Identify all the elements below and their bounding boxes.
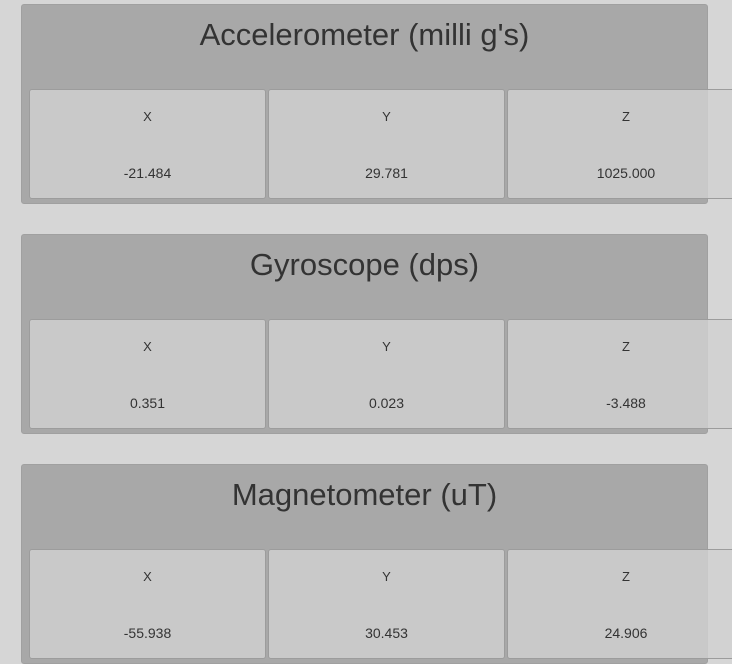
magnetometer-z-cell: Z 24.906 <box>507 549 732 659</box>
axis-value: 0.351 <box>129 395 166 411</box>
axis-value: -55.938 <box>123 625 172 641</box>
axis-label: Y <box>382 569 391 584</box>
axis-label: X <box>143 569 152 584</box>
axis-label: X <box>143 339 152 354</box>
axis-label: Y <box>382 109 391 124</box>
accelerometer-z-cell: Z 1025.000 <box>507 89 732 199</box>
axis-value: 29.781 <box>365 165 408 181</box>
accelerometer-readings: X -21.484 Y 29.781 Z 1025.000 <box>29 89 732 199</box>
axis-label: Z <box>622 109 630 124</box>
axis-value: 30.453 <box>365 625 408 641</box>
magnetometer-y-cell: Y 30.453 <box>268 549 505 659</box>
axis-value: 0.023 <box>368 395 405 411</box>
axis-label: X <box>143 109 152 124</box>
panel-title: Gyroscope (dps) <box>249 247 480 282</box>
accelerometer-y-cell: Y 29.781 <box>268 89 505 199</box>
axis-label: Z <box>622 339 630 354</box>
panel-title: Accelerometer (milli g's) <box>199 17 530 52</box>
axis-value: -21.484 <box>123 165 172 181</box>
axis-label: Y <box>382 339 391 354</box>
axis-value: 1025.000 <box>596 165 656 181</box>
gyroscope-z-cell: Z -3.488 <box>507 319 732 429</box>
gyroscope-panel: Gyroscope (dps) X 0.351 Y 0.023 Z -3.488 <box>21 234 732 434</box>
panel-title: Magnetometer (uT) <box>231 477 498 512</box>
gyroscope-readings: X 0.351 Y 0.023 Z -3.488 <box>29 319 732 429</box>
gyroscope-y-cell: Y 0.023 <box>268 319 505 429</box>
magnetometer-panel: Magnetometer (uT) X -55.938 Y 30.453 Z 2… <box>21 464 732 664</box>
accelerometer-x-cell: X -21.484 <box>29 89 266 199</box>
axis-value: 24.906 <box>604 625 648 641</box>
accelerometer-panel: Accelerometer (milli g's) X -21.484 Y 29… <box>21 4 732 204</box>
gyroscope-x-cell: X 0.351 <box>29 319 266 429</box>
magnetometer-x-cell: X -55.938 <box>29 549 266 659</box>
axis-label: Z <box>622 569 630 584</box>
axis-value: -3.488 <box>606 395 646 411</box>
magnetometer-readings: X -55.938 Y 30.453 Z 24.906 <box>29 549 732 659</box>
